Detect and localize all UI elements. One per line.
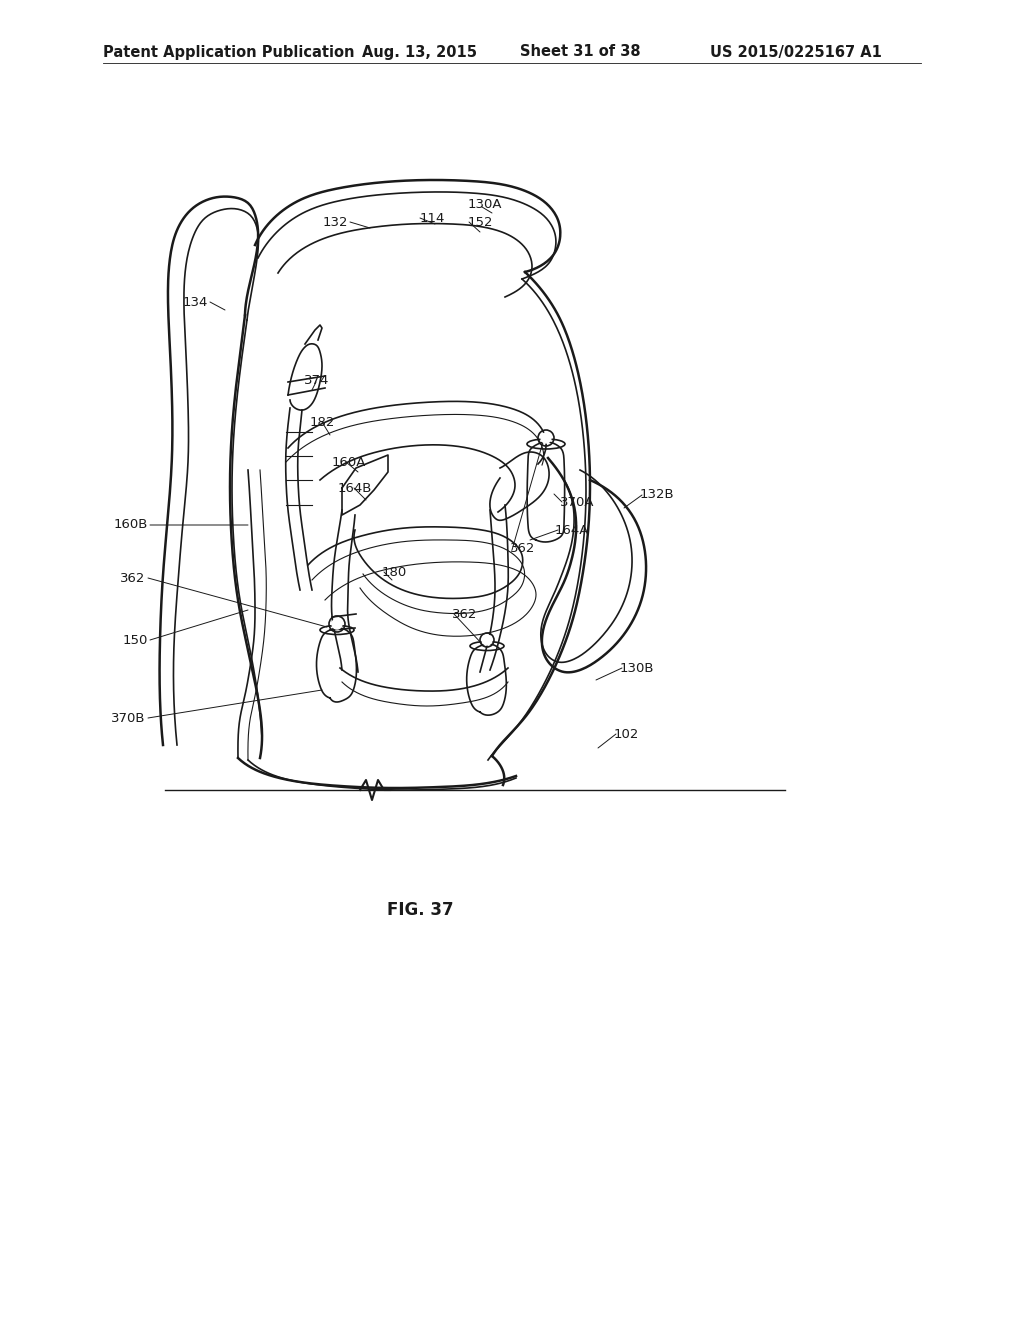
Text: 134: 134 bbox=[182, 296, 208, 309]
Text: 130B: 130B bbox=[620, 661, 654, 675]
Text: 114: 114 bbox=[420, 211, 445, 224]
Circle shape bbox=[332, 619, 342, 630]
Text: Sheet 31 of 38: Sheet 31 of 38 bbox=[520, 45, 641, 59]
Text: 362: 362 bbox=[120, 572, 145, 585]
Text: Patent Application Publication: Patent Application Publication bbox=[103, 45, 354, 59]
Text: 180: 180 bbox=[382, 565, 408, 578]
Text: FIG. 37: FIG. 37 bbox=[387, 902, 454, 919]
Text: 370B: 370B bbox=[111, 711, 145, 725]
Text: 102: 102 bbox=[614, 727, 639, 741]
Text: 132B: 132B bbox=[640, 488, 675, 502]
Ellipse shape bbox=[470, 642, 504, 651]
Ellipse shape bbox=[527, 440, 565, 449]
Circle shape bbox=[541, 433, 551, 444]
Text: 130A: 130A bbox=[468, 198, 503, 211]
Text: 362: 362 bbox=[452, 609, 477, 622]
Text: 164B: 164B bbox=[338, 482, 373, 495]
Text: 150: 150 bbox=[123, 634, 148, 647]
Text: 164A: 164A bbox=[555, 524, 590, 536]
Text: 374: 374 bbox=[304, 374, 330, 387]
Text: 160A: 160A bbox=[332, 455, 367, 469]
Ellipse shape bbox=[319, 626, 354, 635]
Circle shape bbox=[482, 635, 492, 645]
Text: 160B: 160B bbox=[114, 519, 148, 532]
Text: Aug. 13, 2015: Aug. 13, 2015 bbox=[362, 45, 477, 59]
Text: 152: 152 bbox=[468, 215, 494, 228]
Text: 182: 182 bbox=[310, 416, 336, 429]
Text: US 2015/0225167 A1: US 2015/0225167 A1 bbox=[710, 45, 882, 59]
Text: 362: 362 bbox=[510, 541, 536, 554]
Text: 132: 132 bbox=[323, 215, 348, 228]
Text: 370A: 370A bbox=[560, 495, 595, 508]
